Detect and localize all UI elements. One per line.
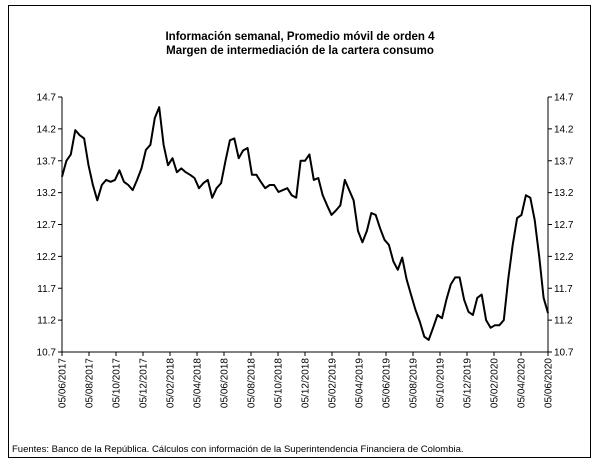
y-tick-label: 13.2 [37, 188, 57, 199]
x-tick-label: 05/08/2019 [409, 358, 420, 408]
x-tick-label: 05/06/2017 [58, 358, 69, 408]
y2-tick-label: 14.2 [554, 124, 574, 135]
source-note: Fuentes: Banco de la República. Cálculos… [12, 444, 464, 455]
x-tick-label: 05/02/2020 [490, 358, 501, 408]
y2-tick-label: 12.2 [554, 252, 574, 263]
x-tick-label: 05/08/2017 [85, 358, 96, 408]
y-tick-label: 14.2 [37, 124, 57, 135]
x-tick-label: 05/10/2017 [112, 358, 123, 408]
y-tick-label: 11.7 [37, 284, 56, 295]
x-tick-label: 05/02/2018 [166, 358, 177, 408]
x-tick-label: 05/04/2018 [193, 358, 204, 408]
y2-tick-label: 13.7 [554, 156, 574, 167]
data-line [61, 106, 549, 341]
x-tick-label: 05/02/2019 [328, 358, 339, 408]
x-tick-label: 05/12/2019 [463, 358, 474, 408]
x-tick-label: 05/12/2018 [301, 358, 312, 408]
y-tick-label: 11.2 [37, 316, 56, 327]
chart-subtitle: Margen de intermediación de la cartera c… [166, 45, 434, 57]
y-tick-label: 14.7 [37, 93, 57, 104]
x-tick-label: 05/06/2019 [382, 358, 393, 408]
x-tick-label: 05/08/2018 [247, 358, 258, 408]
y-tick-label: 10.7 [37, 348, 57, 359]
x-tick-label: 05/04/2019 [355, 358, 366, 408]
y2-tick-label: 14.7 [554, 93, 574, 104]
x-tick-label: 05/06/2018 [220, 358, 231, 408]
y2-tick-label: 11.2 [554, 316, 573, 327]
x-tick-label: 05/06/2020 [544, 358, 555, 408]
y2-tick-label: 13.2 [554, 188, 574, 199]
x-tick-label: 05/12/2017 [139, 358, 150, 408]
y2-tick-label: 11.7 [554, 284, 573, 295]
y-tick-label: 12.7 [37, 220, 57, 231]
x-tick-label: 05/04/2020 [517, 358, 528, 408]
x-tick-label: 05/10/2018 [274, 358, 285, 408]
x-tick-label: 05/10/2019 [436, 358, 447, 408]
y-tick-label: 13.7 [37, 156, 57, 167]
y-tick-label: 12.2 [37, 252, 57, 263]
y2-tick-label: 12.7 [554, 220, 574, 231]
y2-tick-label: 10.7 [554, 348, 574, 359]
frame [8, 5, 591, 458]
chart-title: Información semanal, Promedio móvil de o… [165, 31, 435, 43]
